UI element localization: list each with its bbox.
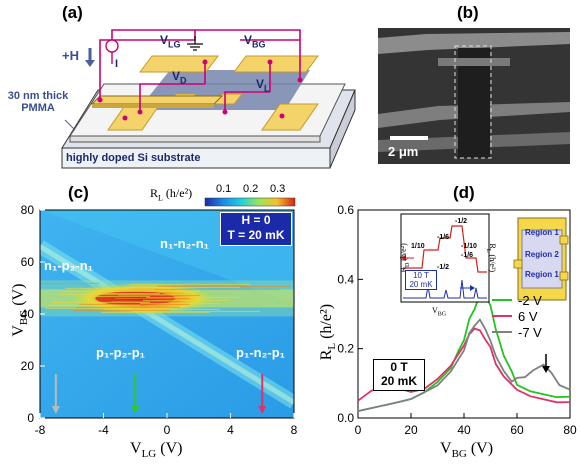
arrow-head-right-icon: [542, 366, 550, 373]
series-legend-label: -7 V: [518, 324, 542, 340]
contact-dots: [97, 59, 303, 121]
heatmap-x-tick-label: 8: [291, 423, 298, 437]
substrate-side-face: [329, 89, 356, 169]
region-label-bottom-left: p₁-p₂-p₁: [96, 345, 146, 360]
inset-rd-steps: [403, 225, 487, 273]
panel-label-d: (d): [453, 183, 475, 202]
label-substrate: highly doped Si substrate: [66, 152, 201, 164]
inset-condition-box: 10 T 20 mK: [405, 270, 437, 290]
heatmap-y-tick-label: 0: [27, 411, 34, 425]
line-y-tick-label: 0.0: [337, 411, 354, 425]
scale-bar: [390, 136, 428, 140]
region-legend: [513, 217, 569, 301]
inset-fraction-2: -1/6: [437, 234, 450, 241]
colorbar-tick-3: 0.3: [270, 183, 286, 195]
series-legend-label: 6 V: [518, 308, 538, 324]
colorbar-title: RL (h/e²): [150, 186, 193, 203]
inset-fraction-3: 1/10: [411, 243, 425, 250]
series-legend-item: -7 V: [492, 324, 542, 340]
wiring: [99, 29, 301, 112]
series-legend-swatch: [492, 315, 512, 317]
condition-box: 0 T 20 mK: [373, 359, 425, 391]
heatmap-ylabel: VBG (V): [9, 283, 31, 337]
heatmap-arrow-head-icon: [51, 406, 60, 414]
heatmap-x-tick-label: -8: [35, 423, 46, 437]
inset-fraction-6: -1/2: [437, 264, 450, 271]
current-source-icon: [105, 39, 119, 53]
device-schematic: [61, 29, 356, 169]
label-v-d: VD: [172, 69, 187, 86]
region-label-top: n₁-n₂-n₁: [160, 236, 210, 251]
panel-label-b: (b): [457, 3, 479, 22]
line-y-tick-label: 0.4: [337, 272, 354, 286]
panel-label-c: (c): [68, 183, 89, 202]
heatmap-diagonal-ridge-core: [40, 244, 294, 405]
label-v-bg: VBG: [244, 33, 266, 50]
inset-right-label: RL (h/e²): [485, 243, 497, 273]
heatmap-x-tick-label: -4: [98, 423, 109, 437]
series-legend-item: 6 V: [492, 308, 542, 324]
label-pmma: 30 nm thick PMMA: [7, 90, 69, 114]
line-y-tick-label: 0.2: [337, 342, 354, 356]
heatmap-x-tick-label: 4: [227, 423, 234, 437]
region-label-left: n₁-p₂-n₁: [44, 258, 94, 273]
heatmap-y-tick-label: 60: [21, 255, 35, 269]
label-field: +H: [62, 48, 79, 63]
inset-xlabel: VBG: [432, 306, 447, 318]
inset-fraction-5: -1/6: [461, 252, 474, 259]
line-x-tick-label: 60: [510, 423, 524, 437]
colorbar-tick-1: 0.1: [216, 183, 232, 195]
label-v-lg: VLG: [160, 33, 181, 50]
scale-bar-label: 2 μm: [388, 144, 419, 159]
colorbar-tick-2: 0.2: [243, 183, 259, 195]
colorbar: [204, 197, 296, 207]
line-x-tick-label: 0: [355, 423, 362, 437]
series-legend-swatch: [492, 299, 512, 301]
local-gate: [90, 95, 224, 105]
inset-arrow-head-icon: [470, 285, 475, 291]
heatmap-arrow-head-icon: [258, 406, 267, 414]
line-x-tick-label: 80: [563, 423, 577, 437]
inset-fraction-1: -1/2: [455, 218, 468, 225]
inset-arrow-left-head-icon: [401, 255, 406, 261]
legend-region-2: Region 2: [525, 250, 559, 259]
line-x-tick-label: 20: [404, 423, 418, 437]
series-legend-swatch: [492, 331, 512, 333]
region-label-bottom-right: p₁-n₂-p₁: [236, 345, 286, 360]
sem-micrograph: [378, 28, 570, 164]
heatmap-y-tick-label: 20: [21, 359, 35, 373]
line-y-tick-label: 0.6: [337, 203, 354, 217]
heatmap-y-tick-label: 80: [21, 203, 35, 217]
heatmap-y-tick-label: 40: [21, 307, 35, 321]
line-chart-xlabel: VBG (V): [440, 440, 494, 461]
inset-fraction-4: -1/10: [461, 243, 477, 250]
series-legend-label: -2 V: [518, 292, 542, 308]
legend-region-3: Region 1: [525, 270, 559, 279]
panel-label-a: (a): [62, 3, 83, 22]
heatmap-arrow-head-icon: [131, 406, 140, 414]
series-legend-item: -2 V: [492, 292, 542, 308]
ground-icon: [187, 36, 203, 51]
label-v-l: VL: [256, 77, 270, 94]
legend-region-1: Region 1: [525, 228, 559, 237]
heatmap-xlabel: VLG (V): [130, 440, 183, 461]
series-line: [357, 318, 571, 412]
label-current: I: [115, 58, 119, 70]
line-x-tick-label: 40: [457, 423, 471, 437]
line-chart-ylabel: RL (h/e²): [317, 303, 339, 361]
heatmap-x-tick-label: 0: [164, 423, 171, 437]
